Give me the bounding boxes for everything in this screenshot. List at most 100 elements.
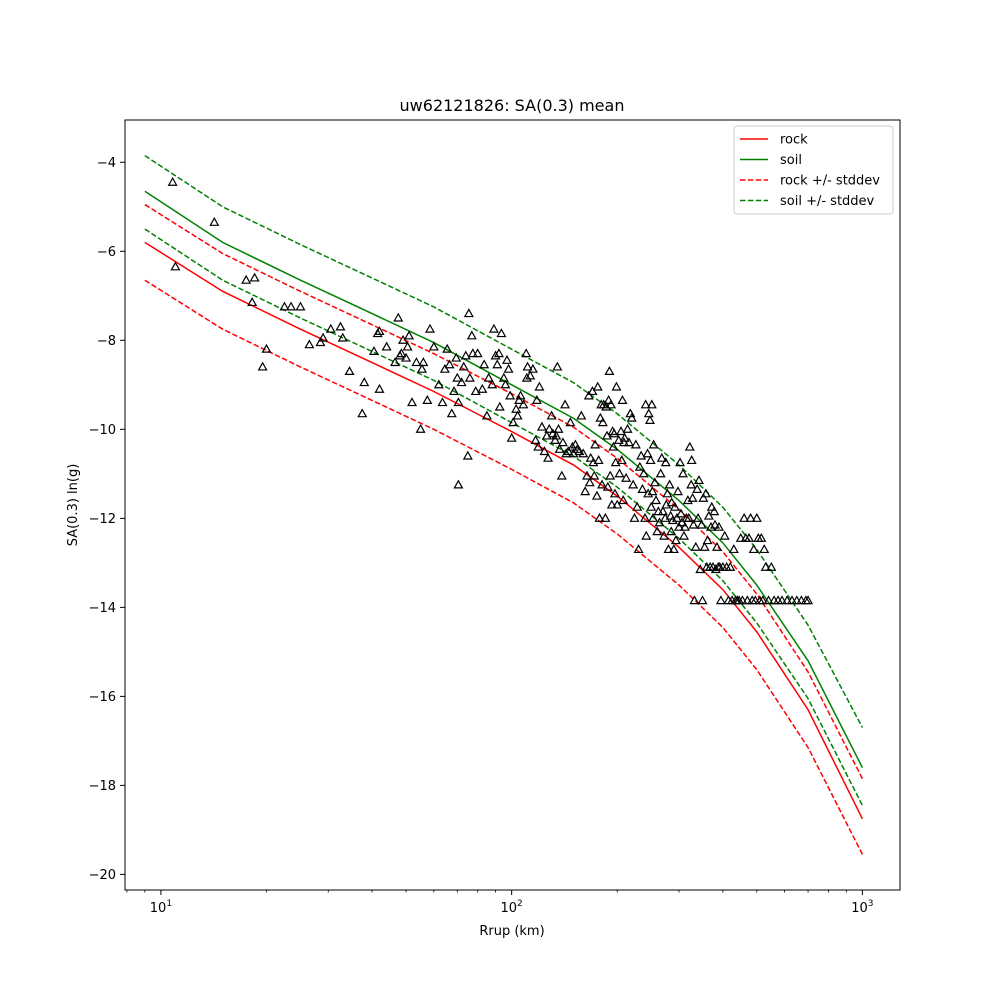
data-point bbox=[664, 479, 675, 489]
data-point bbox=[606, 399, 617, 409]
y-tick-label: −4 bbox=[97, 156, 116, 171]
data-point bbox=[636, 450, 647, 460]
data-point bbox=[630, 439, 641, 449]
data-point bbox=[713, 521, 724, 531]
data-point bbox=[508, 417, 519, 427]
data-point bbox=[608, 441, 619, 451]
data-point bbox=[626, 412, 637, 422]
data-point bbox=[628, 479, 639, 489]
data-point bbox=[637, 483, 648, 493]
data-point bbox=[359, 377, 370, 387]
data-point bbox=[567, 441, 578, 451]
data-point bbox=[428, 341, 439, 351]
data-point bbox=[257, 361, 268, 371]
chart-title: uw62121826: SA(0.3) mean bbox=[400, 96, 625, 115]
data-point bbox=[591, 490, 602, 500]
data-point bbox=[743, 532, 755, 542]
data-point bbox=[543, 452, 554, 462]
data-point bbox=[617, 394, 628, 404]
data-point bbox=[711, 541, 723, 551]
scatter-points bbox=[167, 176, 814, 605]
data-point bbox=[500, 379, 511, 389]
data-point bbox=[684, 441, 695, 451]
data-point bbox=[393, 312, 404, 322]
data-point bbox=[603, 394, 614, 404]
data-point bbox=[521, 348, 532, 358]
data-point bbox=[556, 470, 567, 480]
data-point bbox=[686, 479, 697, 489]
data-point bbox=[487, 379, 498, 389]
data-point bbox=[666, 526, 677, 536]
data-point bbox=[632, 501, 643, 511]
data-point bbox=[766, 561, 777, 571]
data-point bbox=[568, 448, 579, 458]
data-point bbox=[669, 501, 680, 511]
data-point bbox=[551, 430, 562, 440]
data-point bbox=[503, 363, 514, 373]
data-point bbox=[597, 479, 608, 489]
data-point bbox=[673, 521, 685, 531]
data-point bbox=[657, 506, 668, 516]
data-point bbox=[689, 595, 700, 605]
data-point bbox=[763, 595, 774, 605]
data-point bbox=[693, 512, 704, 522]
data-point bbox=[787, 595, 798, 605]
data-point bbox=[683, 512, 694, 522]
data-point bbox=[676, 508, 687, 518]
data-point bbox=[679, 521, 690, 531]
legend-label: soil bbox=[780, 153, 802, 168]
data-point bbox=[678, 530, 690, 540]
data-point bbox=[437, 397, 448, 407]
data-point bbox=[467, 348, 478, 358]
series-line-0 bbox=[144, 241, 864, 820]
data-point bbox=[464, 372, 475, 382]
data-point bbox=[514, 394, 525, 404]
data-point bbox=[605, 470, 616, 480]
data-point bbox=[619, 432, 630, 442]
data-point bbox=[709, 506, 720, 516]
data-point bbox=[439, 363, 450, 373]
data-point bbox=[574, 446, 585, 456]
data-point bbox=[646, 501, 657, 511]
data-point bbox=[606, 499, 617, 509]
data-point bbox=[488, 323, 499, 333]
data-point bbox=[662, 488, 673, 498]
data-point bbox=[803, 595, 814, 605]
data-point bbox=[560, 399, 571, 409]
data-point bbox=[690, 541, 701, 551]
data-point bbox=[612, 499, 623, 509]
data-point bbox=[565, 417, 576, 427]
data-point bbox=[648, 439, 659, 449]
data-point bbox=[725, 561, 736, 571]
data-point bbox=[452, 372, 463, 382]
data-point bbox=[656, 452, 667, 462]
data-point bbox=[397, 334, 409, 344]
data-point bbox=[337, 332, 348, 342]
data-point bbox=[418, 357, 429, 367]
data-point bbox=[748, 544, 759, 554]
data-point bbox=[715, 595, 726, 605]
data-point bbox=[710, 564, 721, 574]
data-point bbox=[460, 350, 471, 360]
data-point bbox=[667, 515, 678, 525]
data-point bbox=[446, 408, 457, 418]
data-point bbox=[703, 510, 714, 520]
data-point bbox=[616, 455, 627, 465]
data-point bbox=[483, 372, 494, 382]
data-point bbox=[671, 512, 682, 522]
data-point bbox=[739, 512, 750, 522]
data-point bbox=[531, 394, 542, 404]
data-point bbox=[697, 595, 708, 605]
data-point bbox=[479, 359, 490, 369]
data-point bbox=[677, 517, 688, 527]
data-point bbox=[593, 455, 604, 465]
data-point bbox=[609, 428, 620, 438]
data-point bbox=[615, 426, 627, 436]
data-point bbox=[742, 595, 753, 605]
data-point bbox=[522, 361, 533, 371]
data-point bbox=[587, 386, 598, 396]
data-point bbox=[688, 519, 699, 529]
data-point bbox=[554, 443, 565, 453]
axes: 101 102 103 −4 −6 −8 −10 −12 −14 −16 −18 −20 bbox=[89, 119, 901, 916]
data-point bbox=[512, 410, 523, 420]
